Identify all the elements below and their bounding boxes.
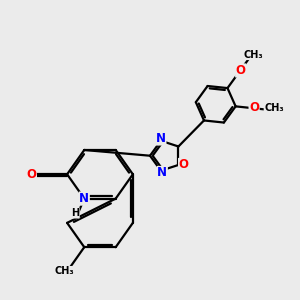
Text: O: O xyxy=(249,100,259,113)
Text: CH₃: CH₃ xyxy=(264,103,284,113)
Text: CH₃: CH₃ xyxy=(243,50,263,60)
Text: N: N xyxy=(157,167,167,179)
Text: O: O xyxy=(236,64,246,77)
Text: N: N xyxy=(79,192,89,205)
Text: H: H xyxy=(71,208,79,218)
Text: CH₃: CH₃ xyxy=(55,266,74,277)
Text: O: O xyxy=(178,158,189,172)
Text: N: N xyxy=(156,132,166,145)
Text: O: O xyxy=(26,168,36,181)
